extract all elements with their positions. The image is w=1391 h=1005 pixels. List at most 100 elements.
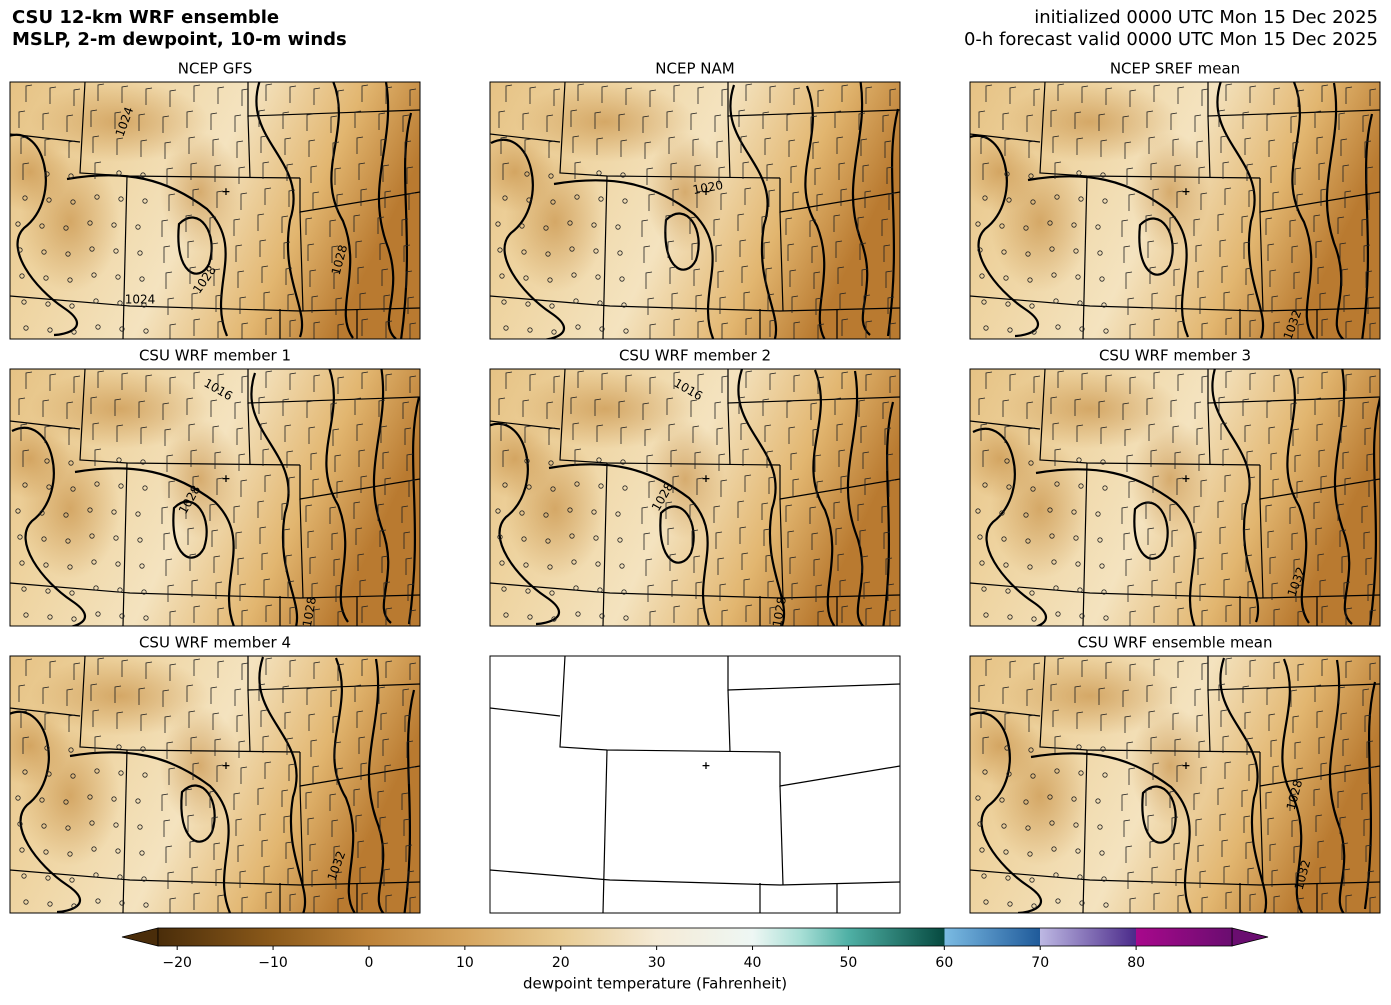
calm-wind (975, 508, 981, 514)
wind-barb (713, 505, 721, 523)
wind-barb (745, 604, 753, 622)
calm-wind (1078, 770, 1084, 776)
wind-barb (186, 110, 194, 128)
wind-barb (1242, 685, 1250, 703)
calm-wind (1078, 483, 1084, 489)
calm-wind (21, 299, 27, 305)
wind-barb (1026, 114, 1034, 132)
wind-barb (306, 113, 314, 131)
calm-wind (43, 562, 49, 568)
wind-barb (1296, 480, 1304, 498)
wind-barb (409, 375, 417, 393)
wind-barb (718, 166, 726, 184)
wind-barb (1169, 216, 1177, 234)
wind-barb (1296, 767, 1304, 785)
wind-barb (1026, 401, 1034, 419)
calm-wind (575, 611, 581, 617)
calm-wind (117, 874, 123, 880)
wind-barb (498, 110, 506, 128)
wind-barb (1218, 396, 1226, 414)
wind-barb (1345, 660, 1353, 678)
wind-barb (193, 84, 201, 102)
wind-barb (717, 270, 725, 288)
map-content: +1032 (970, 369, 1380, 626)
wind-barb (1196, 714, 1204, 732)
colorbar-label: dewpoint temperature (Fahrenheit) (523, 975, 787, 993)
wind-barb (22, 736, 30, 754)
wind-barb (1152, 762, 1160, 780)
wind-barb (1028, 427, 1036, 445)
calm-wind (977, 534, 983, 540)
calm-wind (1005, 588, 1011, 594)
wind-barb (237, 270, 245, 288)
calm-wind (44, 745, 50, 751)
dewpoint-blob (1130, 419, 1210, 539)
wind-barb (215, 294, 223, 312)
wind-barb (164, 141, 172, 159)
calm-wind (111, 509, 117, 515)
colorbar-tick-label: 40 (744, 955, 762, 971)
calm-wind (1054, 768, 1060, 774)
calm-wind (139, 276, 145, 282)
calm-wind (141, 876, 147, 882)
wind-barb (1272, 478, 1280, 496)
wind-barb (1272, 191, 1280, 209)
wind-barb (241, 896, 249, 913)
calm-wind (68, 460, 74, 466)
wind-barb (673, 318, 681, 336)
wind-barb (642, 402, 650, 420)
calm-wind (597, 300, 603, 306)
wind-barb (594, 398, 602, 416)
wind-barb (596, 424, 604, 442)
wind-barb (788, 139, 796, 157)
wind-barb (264, 474, 272, 492)
wind-barb (257, 213, 265, 231)
calm-wind (596, 170, 602, 176)
wind-barb (380, 712, 388, 730)
wind-barb (1297, 376, 1305, 394)
wind-barb (763, 528, 771, 546)
wind-barb (360, 762, 368, 780)
wind-barb (816, 193, 824, 211)
calm-wind (1103, 328, 1109, 334)
calm-wind (595, 561, 601, 567)
wind-barb (1197, 270, 1205, 288)
calm-wind (620, 172, 626, 178)
calm-wind (569, 246, 575, 252)
wind-barb (672, 188, 680, 206)
wind-barb (162, 115, 170, 133)
wind-barb (145, 374, 153, 392)
wind-barb (1195, 244, 1203, 262)
wind-barb (383, 294, 391, 312)
wind-barb (1175, 581, 1183, 599)
map-panel: + (489, 655, 901, 914)
wind-barb (1147, 240, 1155, 258)
wind-barb (331, 245, 339, 263)
wind-barb (1292, 141, 1300, 159)
wind-barb (1321, 605, 1329, 623)
wind-barb (121, 372, 129, 390)
wind-barb (354, 684, 362, 702)
wind-barb (265, 604, 273, 622)
wind-barb (1129, 323, 1137, 339)
calm-wind (591, 222, 597, 228)
wind-barb (237, 844, 245, 862)
wind-barb (190, 449, 198, 467)
wind-barb (1339, 529, 1347, 547)
wind-barb (282, 111, 290, 129)
wind-barb (138, 113, 146, 131)
wind-barb (745, 317, 753, 335)
wind-barb (312, 478, 320, 496)
wind-barb (697, 320, 705, 338)
wind-barb (163, 245, 171, 263)
colorbar-tick-label: 30 (648, 955, 666, 971)
wind-barb (18, 110, 26, 128)
wind-barb (641, 219, 649, 237)
wind-barb (1265, 504, 1273, 522)
wind-barb (978, 110, 986, 128)
wind-barb (1318, 162, 1326, 180)
wind-barb (121, 659, 129, 677)
wind-barb (1127, 584, 1135, 602)
wind-barb (673, 84, 681, 102)
